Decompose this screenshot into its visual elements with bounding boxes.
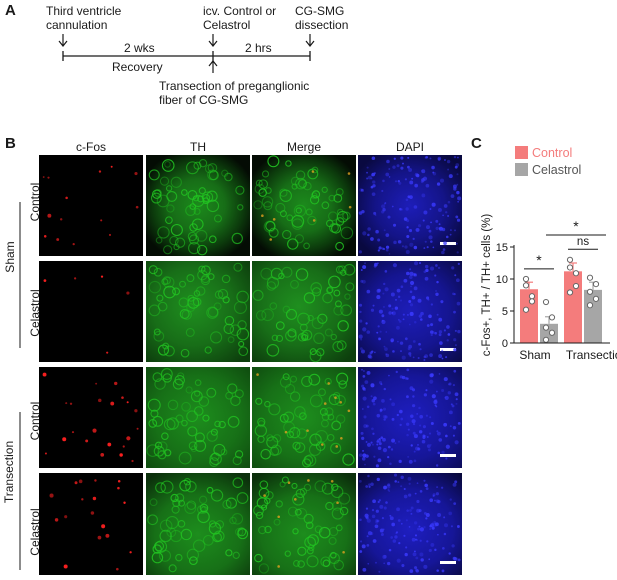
transection-label: Transection of preganglionic fiber of CG… xyxy=(159,79,310,107)
col-header-th: TH xyxy=(190,140,206,154)
legend-swatch xyxy=(515,163,528,176)
y-axis-label: c-Fos+, TH+ / TH+ cells (%) xyxy=(481,214,493,357)
y-tick-label: 10 xyxy=(496,274,508,286)
significance-sham-label: * xyxy=(536,252,542,268)
data-point xyxy=(522,275,530,283)
data-point xyxy=(542,298,550,306)
data-point xyxy=(586,302,594,309)
image-transection-control-merge xyxy=(252,367,356,468)
image-transection-control-th xyxy=(146,367,250,468)
legend-label: Celastrol xyxy=(532,163,581,177)
scale-bar xyxy=(440,561,456,564)
data-point xyxy=(522,306,530,313)
image-transection-celastrol-dapi xyxy=(358,473,462,575)
legend-label: Control xyxy=(532,146,572,160)
scale-bar xyxy=(440,348,456,351)
scale-bar xyxy=(440,242,456,245)
cannulation-label: Third ventricle cannulation xyxy=(46,4,122,32)
data-point xyxy=(522,282,530,289)
y-tick-label: 15 xyxy=(496,242,508,254)
image-transection-celastrol-merge xyxy=(252,473,356,575)
data-point xyxy=(528,293,536,300)
panel-a-letter: A xyxy=(5,2,16,19)
panel-b-letter: B xyxy=(5,135,16,152)
image-sham-control-cfos xyxy=(39,155,143,256)
data-point xyxy=(542,324,550,331)
interval1-recovery: Recovery xyxy=(112,60,163,74)
image-sham-celastrol-dapi xyxy=(358,261,462,362)
col-header-dapi: DAPI xyxy=(395,140,424,154)
data-point xyxy=(548,329,556,336)
timeline-arrows xyxy=(58,34,315,73)
data-point xyxy=(572,282,580,290)
timeline-axis xyxy=(62,51,311,61)
data-point xyxy=(566,256,574,263)
image-transection-celastrol-cfos xyxy=(39,473,143,575)
data-point xyxy=(566,289,574,296)
image-transection-celastrol-th xyxy=(146,473,250,575)
bar-chart: Control Celastrol 0 5 10 15c-Fos+, TH+ / TH+ … xyxy=(481,146,617,362)
data-point xyxy=(592,281,600,288)
x-category-label: Transection xyxy=(566,348,617,362)
bar-transection-celastrol xyxy=(584,289,602,343)
interval2-duration: 2 hrs xyxy=(245,41,272,55)
data-point xyxy=(586,288,594,295)
image-sham-control-merge xyxy=(252,155,356,256)
legend-swatch xyxy=(515,146,528,159)
data-point xyxy=(586,274,594,281)
image-sham-control-dapi xyxy=(358,155,462,256)
scale-bar xyxy=(440,454,456,457)
bar-sham-control xyxy=(520,289,538,343)
x-category-label: Sham xyxy=(519,348,550,362)
bar-transection-control xyxy=(564,271,582,343)
image-sham-celastrol-cfos xyxy=(39,261,143,362)
dissection-label: CG-SMG dissection xyxy=(295,4,349,32)
significance-transection-label: ns xyxy=(577,236,589,248)
data-point xyxy=(572,270,580,277)
col-header-merge: Merge xyxy=(286,140,321,154)
col-header-cfos: c-Fos xyxy=(76,140,106,154)
data-point xyxy=(542,336,550,343)
data-point xyxy=(592,295,600,302)
interval1-duration: 2 wks xyxy=(124,41,155,55)
y-tick-label: 5 xyxy=(502,306,508,318)
image-transection-control-cfos xyxy=(39,367,143,468)
significance-celastrol-label: * xyxy=(573,218,579,234)
group-brackets xyxy=(19,202,21,570)
panel-c-letter: C xyxy=(471,135,482,152)
timeline-diagram xyxy=(58,34,315,73)
data-point xyxy=(566,264,574,271)
image-transection-control-dapi xyxy=(358,367,462,468)
icv-label: icv. Control or Celastrol xyxy=(203,4,277,32)
image-sham-control-th xyxy=(146,155,250,256)
y-tick-label: 0 xyxy=(502,338,508,350)
data-point xyxy=(548,314,556,321)
image-sham-celastrol-merge xyxy=(252,261,356,362)
data-point xyxy=(528,298,536,305)
image-sham-celastrol-th xyxy=(146,261,250,362)
